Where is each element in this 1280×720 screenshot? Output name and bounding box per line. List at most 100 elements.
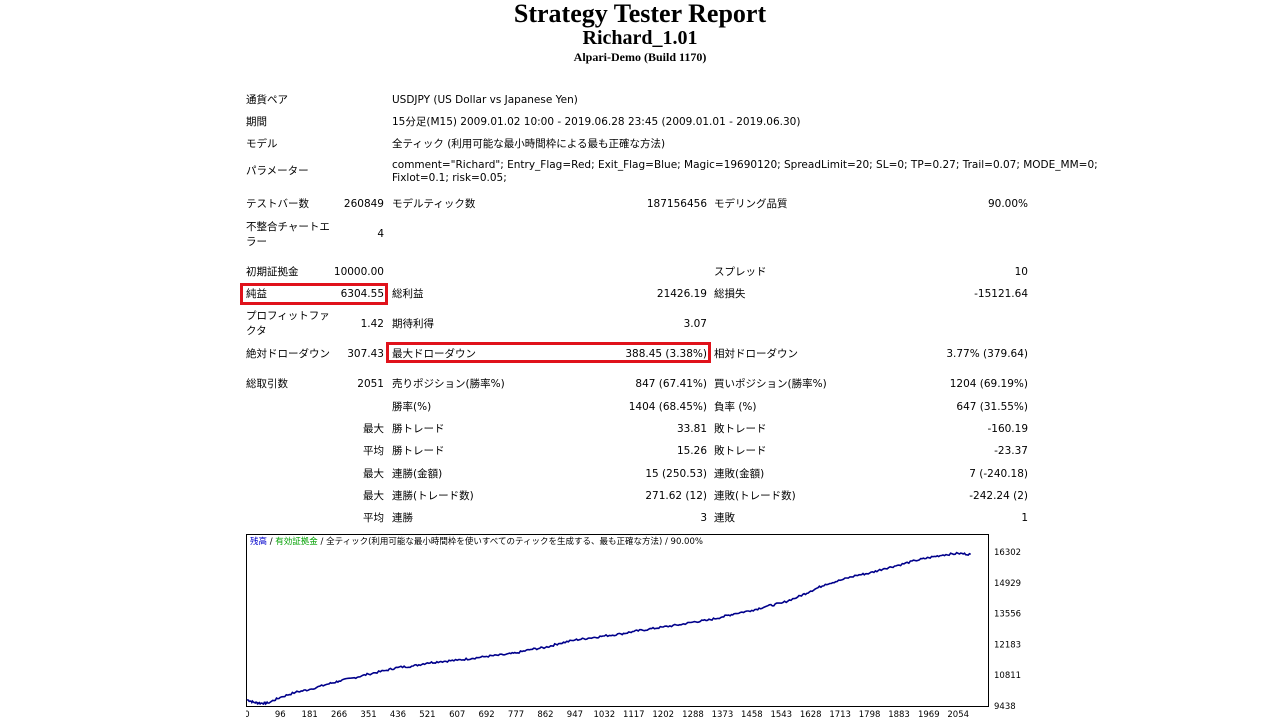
deposit-label: 初期証拠金 (246, 266, 299, 278)
chart-frame (246, 534, 989, 707)
loss-rate-value: 647 (31.55%) (956, 401, 1028, 413)
x-tick-label: 181 (302, 710, 318, 720)
net-profit-value: 6304.55 (340, 288, 384, 300)
x-tick-label: 607 (449, 710, 465, 720)
short-positions-label: 売りポジション(勝率%) (392, 378, 505, 390)
win-rate-value: 1404 (68.45%) (628, 401, 707, 413)
chart-ticks: 16302 14929 13556 12183 10811 9438 0 96 181 266 35… (246, 548, 1021, 720)
balance-line (246, 551, 972, 706)
y-tick-label: 13556 (994, 610, 1021, 620)
balance-chart: 16302 14929 13556 12183 10811 9438 0 96 181 266 35… (246, 534, 1021, 720)
mismatch-label-1: 不整合チャートエ (246, 221, 330, 233)
x-tick-label: 1373 (712, 710, 734, 720)
largest-prefix: 最大 (363, 423, 384, 435)
deposit-value: 10000.00 (333, 266, 384, 278)
bars-label: テストバー数 (246, 198, 309, 210)
x-tick-label: 777 (508, 710, 524, 720)
legend-model: 全ティック(利用可能な最小時間枠を使いすべてのティックを生成する、最も正確な方法… (326, 537, 703, 547)
average-win-value: 15.26 (676, 445, 707, 457)
x-tick-label: 1202 (652, 710, 674, 720)
period-label: 期間 (246, 116, 267, 128)
profit-factor-value: 1.42 (360, 318, 384, 330)
x-tick-label: 1798 (859, 710, 881, 720)
x-tick-label: 96 (275, 710, 286, 720)
largest-loss-value: -160.19 (987, 423, 1028, 435)
consecutive-losses-money-label: 連敗(金額) (714, 468, 765, 480)
parameters-line-1: comment="Richard"; Entry_Flag=Red; Exit_… (392, 159, 1098, 171)
symbol-label: 通貨ペア (246, 94, 288, 106)
largest-win-label: 勝トレード (392, 423, 445, 435)
avg-consecutive-wins-value: 3 (700, 512, 707, 524)
expected-payoff-value: 3.07 (683, 318, 707, 330)
parameters-label: パラメーター (246, 165, 309, 177)
x-tick-label: 1543 (770, 710, 792, 720)
x-tick-label: 947 (567, 710, 583, 720)
x-tick-label: 1288 (682, 710, 704, 720)
profit-factor-label-1: プロフィットファ (246, 310, 330, 322)
avg-consecutive-losses-value: 1 (1021, 512, 1028, 524)
x-tick-label: 1458 (741, 710, 763, 720)
average-prefix: 平均 (363, 445, 384, 457)
y-tick-label: 10811 (994, 671, 1021, 681)
max-consecutive-money-prefix: 最大 (363, 468, 384, 480)
long-positions-value: 1204 (69.19%) (949, 378, 1028, 390)
consecutive-wins-money-value: 15 (250.53) (645, 468, 707, 480)
max-drawdown-label: 最大ドローダウン (392, 348, 476, 360)
largest-win-value: 33.81 (676, 423, 707, 435)
mismatch-value: 4 (377, 228, 384, 240)
spread-label: スプレッド (714, 266, 767, 278)
bars-value: 260849 (343, 198, 384, 210)
x-tick-label: 0 (246, 710, 250, 720)
x-tick-label: 1969 (918, 710, 940, 720)
average-win-label: 勝トレード (392, 445, 445, 457)
avg-consecutive-losses-label: 連敗 (714, 512, 735, 524)
profit-factor-label-2: クタ (246, 325, 267, 337)
x-tick-label: 266 (331, 710, 347, 720)
y-tick-label: 16302 (994, 548, 1021, 558)
mismatch-label-2: ラー (246, 236, 267, 248)
y-tick-label: 14929 (994, 579, 1021, 589)
model-label: モデル (246, 138, 278, 150)
avg-consecutive-wins-label: 連勝 (392, 512, 413, 524)
rel-drawdown-value: 3.77% (379.64) (946, 348, 1028, 360)
gross-loss-label: 総損失 (714, 288, 746, 300)
y-tick-label: 9438 (994, 702, 1016, 712)
gross-loss-value: -15121.64 (974, 288, 1028, 300)
average-consecutive-prefix: 平均 (363, 512, 384, 524)
consecutive-losses-trades-label: 連敗(トレード数) (714, 490, 796, 502)
ticks-label: モデルティック数 (392, 198, 476, 210)
max-drawdown-value: 388.45 (3.38%) (625, 348, 707, 360)
x-tick-label: 436 (390, 710, 406, 720)
x-tick-label: 351 (360, 710, 376, 720)
total-trades-value: 2051 (357, 378, 384, 390)
rel-drawdown-label: 相対ドローダウン (714, 348, 798, 360)
expected-payoff-label: 期待利得 (392, 318, 434, 330)
quality-label: モデリング品質 (714, 198, 788, 210)
max-drawdown-highlight (386, 342, 711, 363)
consecutive-wins-trades-value: 271.62 (12) (645, 490, 707, 502)
report-title: Strategy Tester Report (513, 0, 767, 28)
total-trades-label: 総取引数 (246, 378, 288, 390)
server-build: Alpari-Demo (Build 1170) (573, 50, 707, 64)
gross-profit-value: 21426.19 (656, 288, 707, 300)
net-profit-label: 純益 (246, 288, 267, 300)
average-loss-value: -23.37 (994, 445, 1028, 457)
x-tick-label: 1117 (623, 710, 645, 720)
quality-value: 90.00% (987, 198, 1028, 210)
legend-sep-1: / (267, 537, 276, 547)
consecutive-wins-trades-label: 連勝(トレード数) (392, 490, 474, 502)
gross-profit-label: 総利益 (392, 288, 424, 300)
legend-sep-2: / (317, 537, 327, 547)
x-tick-label: 862 (537, 710, 553, 720)
expert-name: Richard_1.01 (582, 27, 698, 49)
x-tick-label: 1883 (888, 710, 910, 720)
legend-balance: 残高 (250, 537, 268, 547)
long-positions-label: 買いポジション(勝率%) (714, 378, 827, 390)
chart-legend: 残高 / 有効証拠金 / 全ティック(利用可能な最小時間枠を使いすべてのティック… (250, 537, 703, 547)
consecutive-losses-money-value: 7 (-240.18) (969, 468, 1028, 480)
consecutive-wins-money-label: 連勝(金額) (392, 468, 443, 480)
ticks-value: 187156456 (646, 198, 707, 210)
x-tick-label: 692 (478, 710, 494, 720)
period-value: 15分足(M15) 2009.01.02 10:00 - 2019.06.28 … (392, 116, 801, 128)
consecutive-losses-trades-value: -242.24 (2) (969, 490, 1028, 502)
